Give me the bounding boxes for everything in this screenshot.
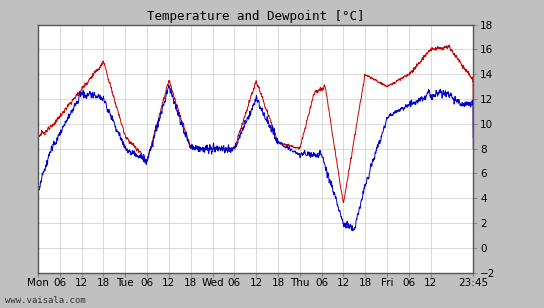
Text: www.vaisala.com: www.vaisala.com: [5, 296, 86, 305]
Title: Temperature and Dewpoint [°C]: Temperature and Dewpoint [°C]: [147, 10, 364, 23]
